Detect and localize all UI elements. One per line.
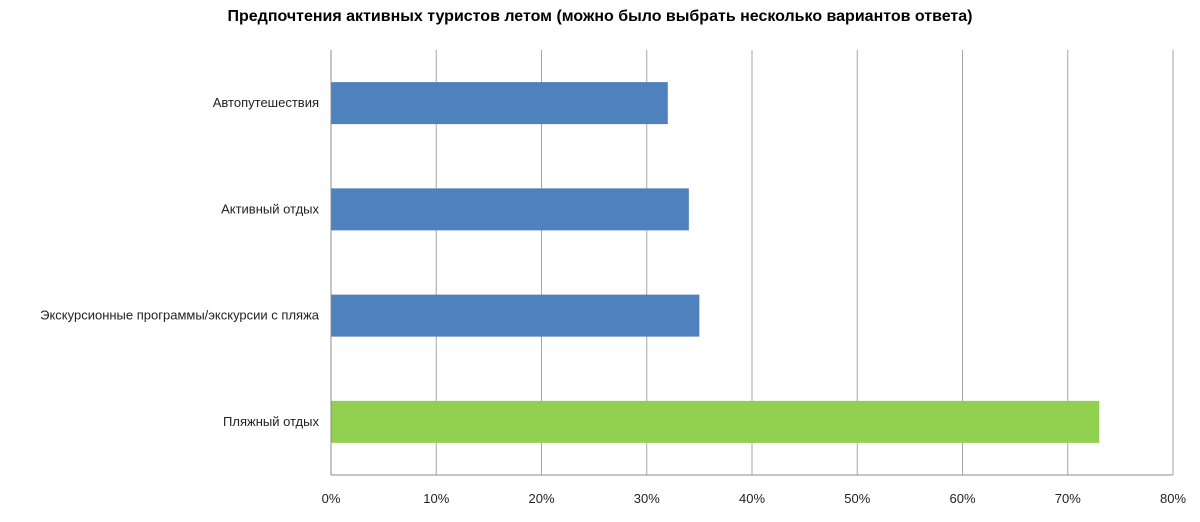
x-tick-label: 60%: [949, 491, 975, 506]
category-label: Экскурсионные программы/экскурсии с пляж…: [40, 308, 320, 323]
category-label: Пляжный отдых: [223, 414, 319, 429]
category-label: Активный отдых: [221, 201, 319, 216]
bar: [331, 400, 1100, 443]
x-tick-label: 70%: [1055, 491, 1081, 506]
x-tick-label: 30%: [634, 491, 660, 506]
chart-title: Предпочтения активных туристов летом (мо…: [227, 8, 973, 25]
bar: [331, 82, 668, 125]
x-tick-label: 40%: [739, 491, 765, 506]
x-tick-label: 80%: [1160, 491, 1186, 506]
x-tick-label: 50%: [844, 491, 870, 506]
bar: [331, 188, 689, 231]
bar: [331, 294, 700, 337]
x-tick-label: 0%: [322, 491, 341, 506]
x-tick-label: 10%: [423, 491, 449, 506]
x-tick-label: 20%: [528, 491, 554, 506]
category-label: Автопутешествия: [213, 95, 319, 110]
